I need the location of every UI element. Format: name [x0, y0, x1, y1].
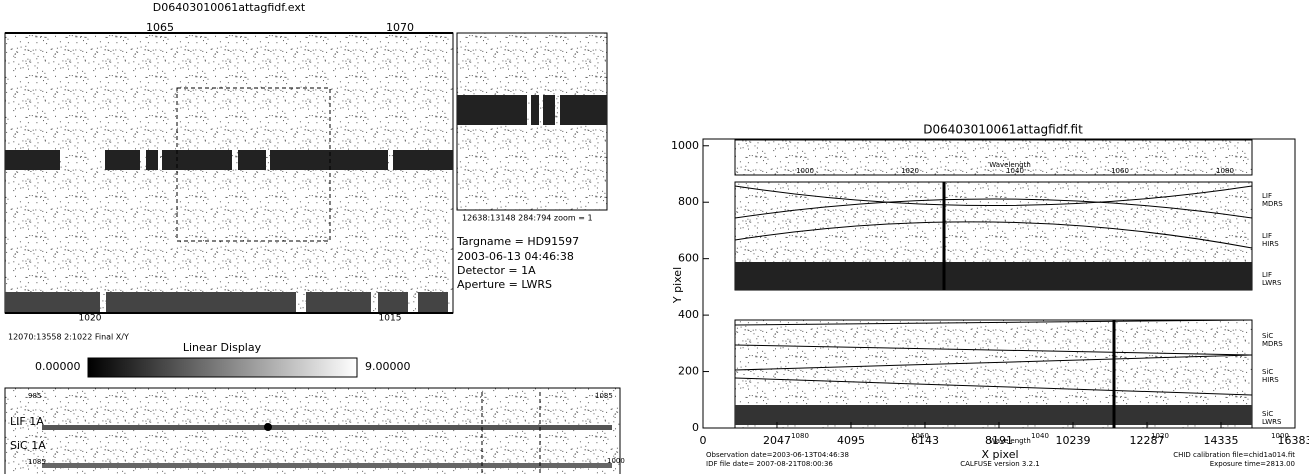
spot	[264, 423, 272, 431]
axis-label: 1085	[595, 392, 613, 400]
aperture-part: LIF	[1262, 192, 1272, 200]
aperture-part: LWRS	[1262, 418, 1282, 426]
y-tick-label: 600	[678, 252, 699, 265]
x-tick-label: 8191	[985, 434, 1013, 447]
aperture-part: MDRS	[1262, 340, 1283, 348]
info: Detector = 1A	[457, 264, 536, 277]
aperture-label: SiC MDRS	[1262, 332, 1283, 348]
wavelength-label: Wavelength	[989, 161, 1031, 169]
strip-band	[42, 425, 612, 430]
coords: 12070:13558 2:1022 Final X/Y	[8, 333, 129, 342]
left-title: D06403010061attagfidf.ext	[153, 1, 306, 14]
wavelength-tick: 1040	[1006, 167, 1024, 175]
x-label: X pixel	[981, 448, 1018, 461]
lif-band	[735, 262, 1252, 290]
zoom-caption: 12638:13148 284:794 zoom = 1	[462, 214, 593, 223]
right-title: D06403010061attagfidf.fit	[923, 123, 1083, 137]
aperture-part: LIF	[1262, 232, 1272, 240]
aperture-part: SiC	[1262, 410, 1273, 418]
strip-frame	[4, 387, 621, 474]
footer: CHID calibration file=chid1a014.fit	[1173, 451, 1295, 459]
x-tick-label: 4095	[837, 434, 865, 447]
info: 2003-06-13 04:46:38	[457, 250, 574, 263]
x-tick-label: 6143	[911, 434, 939, 447]
y-tick-label: 0	[692, 421, 699, 434]
wavelength-tick: 1020	[1151, 432, 1169, 440]
wavelength-tick: 1060	[1111, 167, 1129, 175]
wavelength-label: Wavelength	[989, 437, 1031, 445]
axis-label: 1000	[607, 457, 625, 465]
colorbar	[87, 357, 358, 378]
footer: Exposure time=2813.00	[1210, 460, 1295, 468]
axis-label: 1070	[386, 21, 414, 34]
wavelength-tick: 1000	[796, 167, 814, 175]
image-frame	[4, 32, 454, 314]
colorbar-title: Linear Display	[183, 341, 262, 354]
wavelength-tick: 1080	[1216, 167, 1234, 175]
info: Aperture = LWRS	[457, 278, 552, 291]
aperture-lines	[734, 185, 1253, 396]
colorbar-max: 9.00000	[365, 360, 411, 373]
aperture-label: SiC HIRS	[1262, 368, 1279, 384]
aperture-label: LIF LWRS	[1262, 271, 1282, 287]
y-tick-label: 1000	[671, 139, 699, 152]
aperture-part: LWRS	[1262, 279, 1282, 287]
aperture-part: MDRS	[1262, 200, 1283, 208]
spectrum-band	[5, 150, 453, 312]
y-label: Y pixel	[671, 267, 684, 304]
wavelength-tick: 1080	[791, 432, 809, 440]
zoom-band	[457, 95, 607, 125]
wavelength-tick: 1020	[901, 167, 919, 175]
wavelength-tick: 1060	[911, 432, 929, 440]
wave-strip	[734, 139, 1253, 176]
aperture-label: LIF HIRS	[1262, 232, 1279, 248]
footer: IDF file date= 2007-08-21T08:00:36	[706, 460, 833, 468]
aperture-part: HIRS	[1262, 376, 1279, 384]
axis-label: 1020	[79, 314, 102, 324]
colorbar-min: 0.00000	[35, 360, 81, 373]
aperture-part: SiC	[1262, 332, 1273, 340]
aperture-part: SiC	[1262, 368, 1273, 376]
wavelength-tick: 1000	[1271, 432, 1289, 440]
zoom-box	[176, 87, 331, 242]
aperture-label: SiC LWRS	[1262, 410, 1282, 426]
row-label: LIF 1A	[10, 415, 44, 428]
footer: CALFUSE version 3.2.1	[960, 460, 1040, 468]
axis-label: 985	[28, 392, 41, 400]
aperture-part: LIF	[1262, 271, 1272, 279]
strip-band	[42, 463, 612, 468]
row-label: SiC 1A	[10, 439, 46, 452]
y-tick-label: 800	[678, 195, 699, 208]
axis-label: 1015	[379, 314, 402, 324]
wavelength-tick: 1040	[1031, 432, 1049, 440]
x-tick-label: 2047	[763, 434, 791, 447]
x-tick-label: 10239	[1055, 434, 1090, 447]
x-tick-label: 16383	[1278, 434, 1309, 447]
axis-label: 1085	[28, 458, 46, 466]
aperture-label: LIF MDRS	[1262, 192, 1283, 208]
x-tick-label: 0	[700, 434, 707, 447]
y-tick-label: 200	[678, 365, 699, 378]
aperture-part: HIRS	[1262, 240, 1279, 248]
axis-label: 1065	[146, 21, 174, 34]
x-tick-label: 12287	[1129, 434, 1164, 447]
footer: Observation date=2003-06-13T04:46:38	[706, 451, 849, 459]
x-tick-label: 14335	[1203, 434, 1238, 447]
y-tick-label: 400	[678, 308, 699, 321]
sic-band	[735, 405, 1252, 425]
info: Targname = HD91597	[456, 235, 579, 248]
